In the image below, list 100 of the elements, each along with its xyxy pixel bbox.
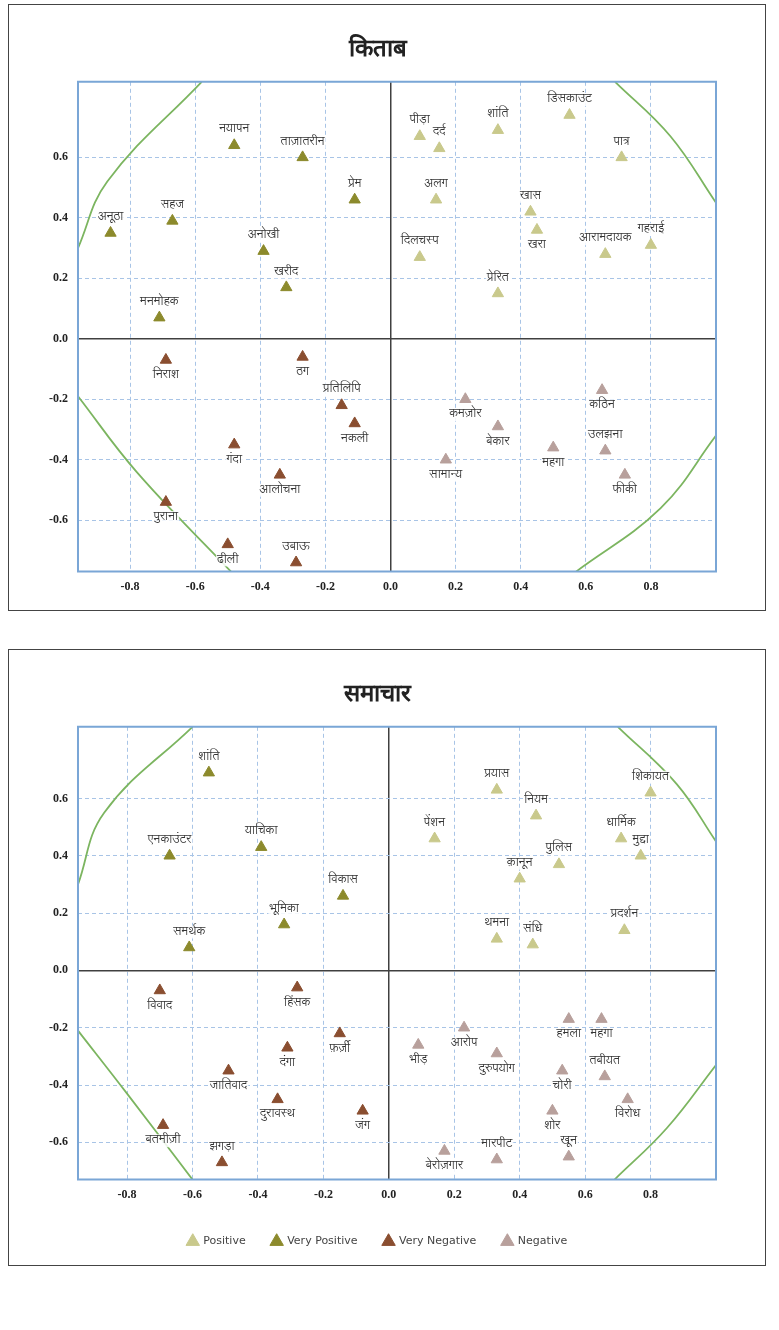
point (563, 108, 576, 119)
annotation: नियम (523, 790, 549, 806)
annotation: एनकाउंटर (146, 830, 193, 846)
annotation: दुरावस्थ (259, 1106, 297, 1122)
annotation: प्रयास (483, 765, 511, 780)
y-tick-label: -0.4 (49, 451, 68, 466)
annotation: दिलचस्प (399, 232, 440, 248)
annotation: जातिवाद (208, 1076, 249, 1092)
legend-label: Negative (517, 1234, 568, 1248)
point (599, 247, 612, 258)
annotation: डिसकाउंट (546, 90, 593, 106)
annotation: समर्थक (172, 922, 206, 938)
point (348, 416, 361, 428)
point (614, 831, 628, 843)
point (228, 138, 241, 150)
point (159, 352, 173, 364)
point (296, 349, 309, 361)
annotation: शांति (487, 105, 510, 121)
point (524, 204, 537, 216)
annotation: शांति (198, 747, 221, 763)
point (615, 150, 628, 162)
x-tick-label: -0.4 (250, 578, 270, 593)
point (271, 1092, 284, 1104)
annotation: भूमिका (269, 899, 300, 915)
annotation: महगा (589, 1026, 614, 1041)
x-tick-label: 0.4 (512, 1186, 528, 1201)
annotation: गंदा (225, 450, 243, 466)
annotation: आरोप (450, 1033, 479, 1049)
annotation: झगड़ा (208, 1138, 236, 1153)
x-tick-label: -0.2 (313, 1186, 333, 1201)
point (439, 452, 452, 464)
annotation: हिंसक (283, 994, 311, 1009)
annotation: हमला (555, 1026, 582, 1041)
point (644, 785, 657, 797)
point (562, 1149, 575, 1161)
point (336, 888, 350, 900)
point (599, 443, 612, 455)
annotation: बेरोज़गार (424, 1157, 465, 1173)
point (257, 244, 270, 255)
point (491, 123, 505, 134)
y-tick-label: 0.2 (53, 270, 68, 285)
y-tick-label: 0.4 (53, 209, 68, 224)
annotation: आलोचना (259, 480, 302, 496)
annotation: निराश (151, 366, 181, 382)
chart-title: समाचार (343, 678, 412, 707)
point (530, 222, 544, 234)
annotation: गहराई (636, 220, 666, 236)
annotation: विरोध (614, 1105, 641, 1121)
y-tick-label: -0.2 (49, 1019, 68, 1034)
annotation: कमज़ोर (448, 405, 483, 421)
point (556, 1063, 569, 1075)
annotation: क़ानून (505, 854, 534, 869)
point (490, 1152, 503, 1164)
annotation: दुरुपयोग (477, 1059, 516, 1076)
point (289, 555, 303, 567)
x-tick-label: 0.2 (448, 578, 464, 593)
annotation: शोर (544, 1116, 562, 1132)
annotation: खास (518, 187, 542, 202)
x-tick-label: 0.0 (382, 578, 398, 593)
y-tick-label: -0.2 (49, 391, 68, 406)
legend-label: Very Negative (399, 1234, 477, 1248)
annotation: पात्र (612, 133, 631, 148)
annotation: चोरी (551, 1076, 573, 1092)
point (491, 286, 505, 298)
point (526, 937, 539, 949)
annotation: शिकायत (631, 767, 670, 783)
point (291, 980, 304, 992)
point (412, 1037, 425, 1049)
annotation: अलग (424, 175, 449, 190)
point (490, 1046, 503, 1058)
annotation: महगा (541, 454, 566, 469)
annotation: विकास (327, 871, 359, 887)
point (273, 467, 286, 479)
legend-label: Very Positive (287, 1234, 358, 1248)
x-tick-label: -0.4 (248, 1186, 268, 1201)
annotation: याचिका (243, 822, 279, 838)
y-tick-label: -0.6 (49, 512, 68, 527)
y-tick-label: 0.4 (53, 847, 68, 862)
point (547, 440, 560, 452)
point (562, 1012, 575, 1023)
y-tick-label: -0.6 (49, 1134, 68, 1149)
annotation: पीड़ा (408, 112, 431, 127)
annotation: प्रेम (346, 174, 362, 190)
annotation: दर्द (431, 123, 447, 139)
annotation: पुलिस (544, 839, 573, 855)
annotation: ताज़ातरीन (279, 133, 326, 148)
point (433, 141, 446, 153)
annotation: विवाद (146, 996, 174, 1012)
point (335, 398, 348, 410)
point (222, 1063, 235, 1075)
point (621, 1092, 634, 1104)
point (634, 848, 647, 860)
annotation: मनमोहक (139, 292, 179, 308)
point (356, 1103, 369, 1115)
x-tick-label: 0.8 (643, 1186, 659, 1201)
point (333, 1026, 346, 1038)
x-tick-label: -0.6 (185, 578, 205, 593)
point (457, 1020, 471, 1032)
annotation: थमना (484, 915, 511, 929)
point (156, 1118, 170, 1129)
